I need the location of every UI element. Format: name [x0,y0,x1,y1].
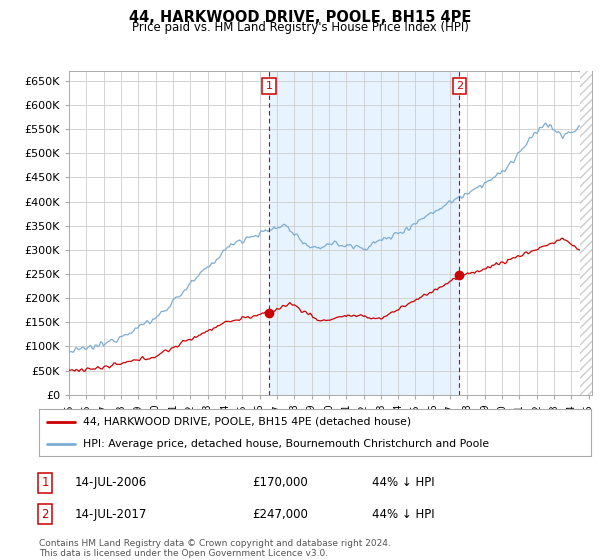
Text: £170,000: £170,000 [252,476,308,489]
Text: Price paid vs. HM Land Registry's House Price Index (HPI): Price paid vs. HM Land Registry's House … [131,21,469,34]
Text: 44% ↓ HPI: 44% ↓ HPI [372,507,434,521]
Bar [269,71,460,395]
Text: Contains HM Land Registry data © Crown copyright and database right 2024.
This d: Contains HM Land Registry data © Crown c… [39,539,391,558]
Text: 14-JUL-2006: 14-JUL-2006 [75,476,147,489]
Text: 14-JUL-2017: 14-JUL-2017 [75,507,148,521]
Text: 44, HARKWOOD DRIVE, POOLE, BH15 4PE: 44, HARKWOOD DRIVE, POOLE, BH15 4PE [129,10,471,25]
Text: 1: 1 [265,81,272,91]
Text: £247,000: £247,000 [252,507,308,521]
Text: 44% ↓ HPI: 44% ↓ HPI [372,476,434,489]
Text: 1: 1 [41,476,49,489]
Text: 2: 2 [41,507,49,521]
Text: 44, HARKWOOD DRIVE, POOLE, BH15 4PE (detached house): 44, HARKWOOD DRIVE, POOLE, BH15 4PE (det… [83,417,411,427]
Text: 2: 2 [456,81,463,91]
Text: HPI: Average price, detached house, Bournemouth Christchurch and Poole: HPI: Average price, detached house, Bour… [83,438,489,449]
